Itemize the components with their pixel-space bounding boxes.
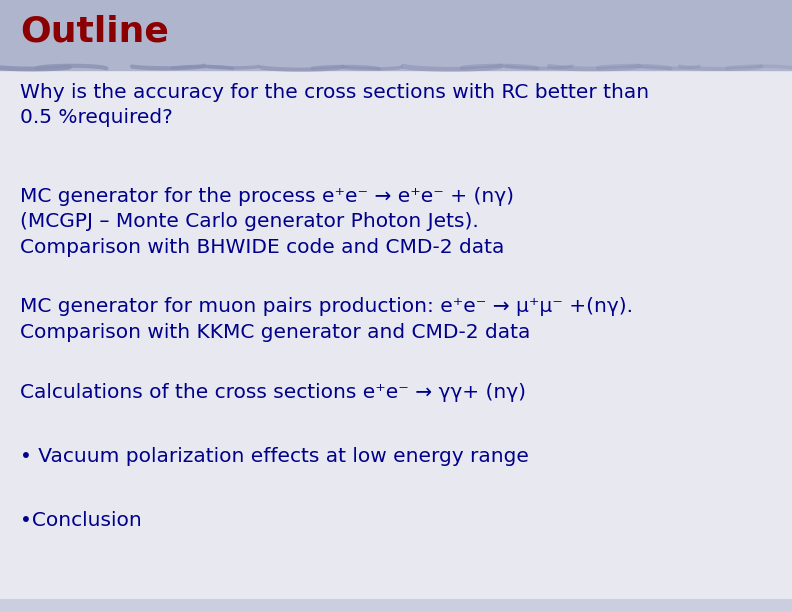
- Text: Outline: Outline: [20, 15, 169, 49]
- Text: Calculations of the cross sections e⁺e⁻ → γγ+ (nγ): Calculations of the cross sections e⁺e⁻ …: [20, 382, 526, 401]
- Text: • Vacuum polarization effects at low energy range: • Vacuum polarization effects at low ene…: [20, 447, 529, 466]
- Text: MC generator for the process e⁺e⁻ → e⁺e⁻ + (nγ)
(MCGPJ – Monte Carlo generator P: MC generator for the process e⁺e⁻ → e⁺e⁻…: [20, 187, 514, 257]
- FancyBboxPatch shape: [0, 0, 792, 70]
- FancyBboxPatch shape: [0, 599, 792, 612]
- Text: Why is the accuracy for the cross sections with RC better than
0.5 %required?: Why is the accuracy for the cross sectio…: [20, 83, 649, 127]
- Text: MC generator for muon pairs production: e⁺e⁻ → μ⁺μ⁻ +(nγ).
Comparison with KKMC : MC generator for muon pairs production: …: [20, 297, 633, 341]
- Text: •Conclusion: •Conclusion: [20, 511, 142, 530]
